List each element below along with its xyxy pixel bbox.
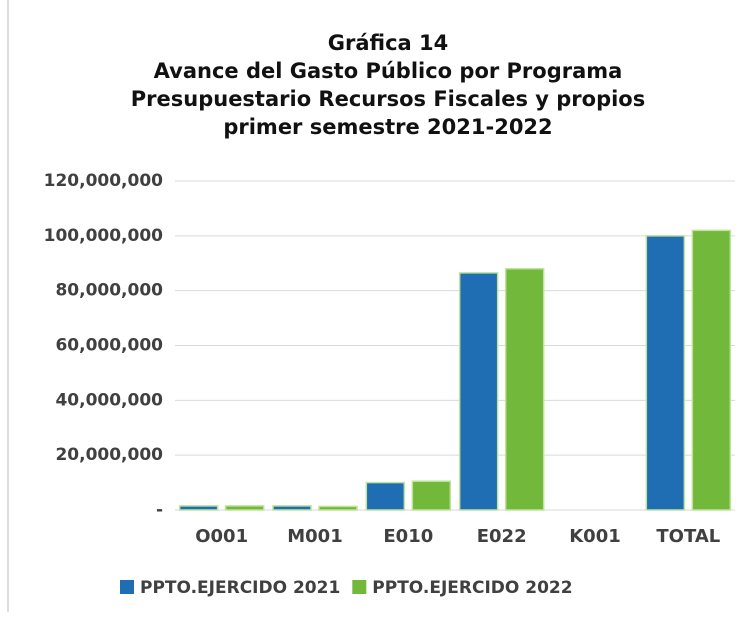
y-tick-label: 60,000,000 (55, 336, 163, 356)
bar (458, 272, 499, 511)
bar (272, 505, 312, 511)
chart-title: Avance del Gasto Público por Programa (154, 59, 623, 83)
legend-label: PPTO.EJERCIDO 2021 (140, 578, 340, 598)
bar (691, 229, 732, 511)
bar (318, 505, 358, 511)
legend-swatch (352, 580, 367, 594)
x-tick-label: M001 (287, 526, 343, 547)
x-tick-label: E022 (477, 526, 527, 547)
x-tick-label: TOTAL (656, 526, 720, 547)
y-tick-label: 120,000,000 (44, 171, 164, 191)
legend-swatch (120, 580, 134, 594)
chart-title: Gráfica 14 (328, 31, 448, 55)
y-tick-label: 40,000,000 (55, 390, 163, 410)
x-tick-label: K001 (569, 526, 621, 547)
y-tick-label: 80,000,000 (55, 281, 163, 301)
y-tick-label: 20,000,000 (55, 445, 163, 465)
x-tick-label: O001 (195, 526, 248, 547)
x-tick-label: E010 (383, 526, 433, 547)
bar (411, 480, 452, 511)
bar (178, 505, 219, 511)
chart-title: primer semestre 2021-2022 (223, 115, 552, 139)
bar (224, 505, 265, 511)
legend-label: PPTO.EJERCIDO 2022 (372, 578, 572, 598)
y-tick-label: 100,000,000 (44, 226, 164, 246)
bar (365, 481, 406, 511)
y-tick-label: - (156, 500, 163, 520)
chart-title: Presupuestario Recursos Fiscales y propi… (131, 87, 645, 111)
bar (645, 235, 686, 511)
bar (504, 267, 545, 511)
